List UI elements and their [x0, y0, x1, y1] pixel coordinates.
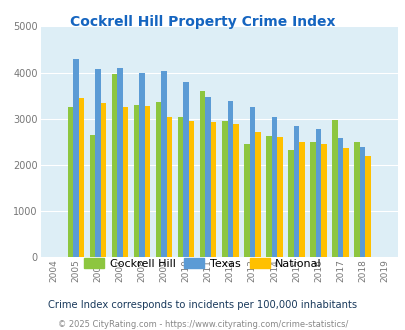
- Bar: [68, 107, 73, 257]
- Bar: [183, 82, 188, 257]
- Text: © 2025 CityRating.com - https://www.cityrating.com/crime-statistics/: © 2025 CityRating.com - https://www.city…: [58, 319, 347, 329]
- Bar: [277, 137, 282, 257]
- Bar: [73, 59, 79, 257]
- Bar: [156, 102, 161, 257]
- Bar: [95, 69, 100, 257]
- Bar: [90, 135, 95, 257]
- Bar: [364, 156, 370, 257]
- Bar: [243, 144, 249, 257]
- Bar: [117, 68, 122, 257]
- Bar: [188, 121, 194, 257]
- Bar: [254, 132, 260, 257]
- Bar: [232, 124, 238, 257]
- Bar: [177, 117, 183, 257]
- Bar: [199, 91, 205, 257]
- Bar: [139, 73, 145, 257]
- Bar: [320, 144, 326, 257]
- Bar: [222, 121, 227, 257]
- Bar: [343, 148, 348, 257]
- Bar: [298, 142, 304, 257]
- Bar: [100, 103, 106, 257]
- Bar: [309, 142, 315, 257]
- Bar: [337, 138, 343, 257]
- Text: Crime Index corresponds to incidents per 100,000 inhabitants: Crime Index corresponds to incidents per…: [48, 300, 357, 310]
- Bar: [359, 148, 364, 257]
- Text: Cockrell Hill Property Crime Index: Cockrell Hill Property Crime Index: [70, 15, 335, 29]
- Bar: [293, 126, 298, 257]
- Bar: [166, 117, 172, 257]
- Bar: [111, 74, 117, 257]
- Bar: [122, 107, 128, 257]
- Bar: [354, 142, 359, 257]
- Bar: [315, 129, 320, 257]
- Bar: [211, 122, 216, 257]
- Bar: [145, 106, 150, 257]
- Bar: [331, 120, 337, 257]
- Bar: [79, 98, 84, 257]
- Bar: [161, 71, 166, 257]
- Bar: [205, 97, 211, 257]
- Bar: [249, 107, 254, 257]
- Legend: Cockrell Hill, Texas, National: Cockrell Hill, Texas, National: [79, 254, 326, 273]
- Bar: [271, 117, 277, 257]
- Bar: [134, 105, 139, 257]
- Bar: [265, 136, 271, 257]
- Bar: [227, 101, 232, 257]
- Bar: [288, 150, 293, 257]
